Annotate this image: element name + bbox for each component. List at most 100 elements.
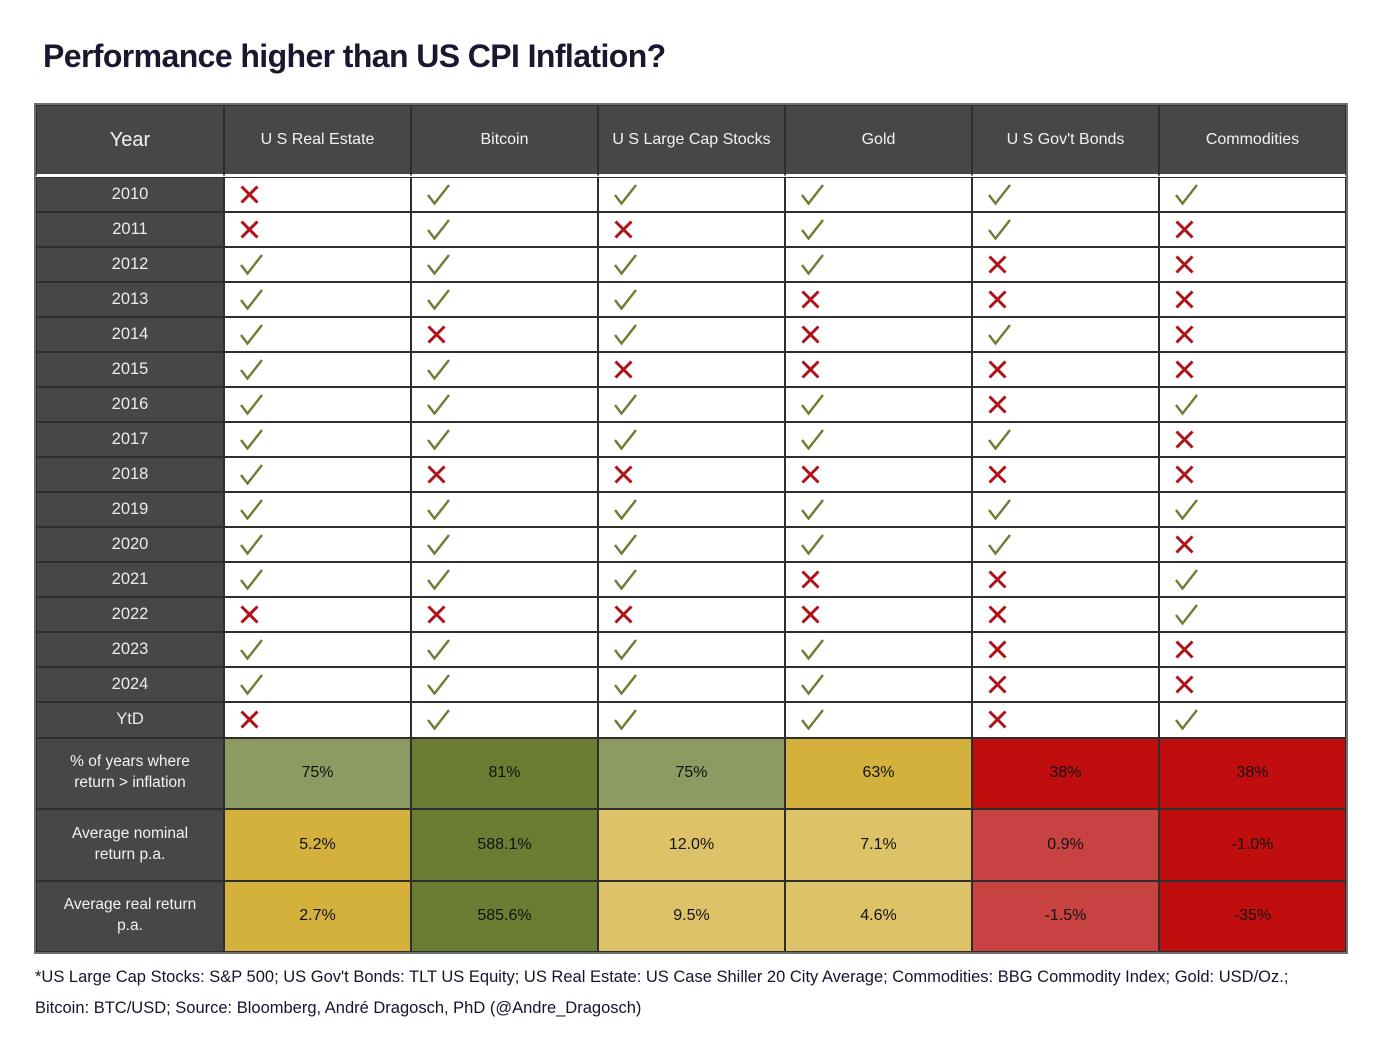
check-icon xyxy=(1175,709,1198,731)
column-header-u-s-large-cap-stocks: U S Large Cap Stocks xyxy=(598,105,785,177)
cell-2021-u-s-real-estate xyxy=(224,562,411,598)
x-icon xyxy=(1175,325,1194,344)
footnote: *US Large Cap Stocks: S&P 500; US Gov't … xyxy=(35,962,1375,1024)
summary-value-u-s-large-cap-stocks: 12.0% xyxy=(598,809,785,881)
cell-2013-u-s-large-cap-stocks xyxy=(598,282,785,318)
check-icon xyxy=(240,674,263,696)
year-label-2022: 2022 xyxy=(36,597,224,633)
cell-2023-u-s-gov-t-bonds xyxy=(972,632,1159,668)
check-icon xyxy=(801,219,824,241)
check-icon xyxy=(988,429,1011,451)
year-label-2010: 2010 xyxy=(36,177,224,213)
cell-2012-u-s-gov-t-bonds xyxy=(972,247,1159,283)
cell-2015-u-s-gov-t-bonds xyxy=(972,352,1159,388)
cell-2011-u-s-real-estate xyxy=(224,212,411,248)
cell-ytd-u-s-large-cap-stocks xyxy=(598,702,785,738)
x-icon xyxy=(988,465,1007,484)
cell-2016-gold xyxy=(785,387,972,423)
x-icon xyxy=(801,325,820,344)
x-icon xyxy=(427,465,446,484)
year-label-2023: 2023 xyxy=(36,632,224,668)
x-icon xyxy=(988,710,1007,730)
check-icon xyxy=(240,429,263,451)
x-icon xyxy=(1175,535,1194,554)
cell-2011-bitcoin xyxy=(411,212,598,248)
check-icon xyxy=(427,394,450,416)
footnote-line-1: *US Large Cap Stocks: S&P 500; US Gov't … xyxy=(35,968,1289,986)
x-icon xyxy=(988,255,1007,274)
check-icon xyxy=(240,569,263,591)
check-icon xyxy=(1175,184,1198,206)
x-icon xyxy=(614,605,633,624)
cell-2017-u-s-real-estate xyxy=(224,422,411,458)
check-icon xyxy=(614,534,637,556)
year-label-2019: 2019 xyxy=(36,492,224,528)
year-label-2024: 2024 xyxy=(36,667,224,703)
cell-2020-commodities xyxy=(1159,527,1346,563)
cell-2020-u-s-real-estate xyxy=(224,527,411,563)
cell-2017-u-s-large-cap-stocks xyxy=(598,422,785,458)
year-label-2012: 2012 xyxy=(36,247,224,283)
check-icon xyxy=(427,184,450,206)
x-icon xyxy=(1175,675,1194,695)
cell-2024-bitcoin xyxy=(411,667,598,703)
check-icon xyxy=(240,324,263,346)
cell-2018-bitcoin xyxy=(411,457,598,493)
x-icon xyxy=(1175,430,1194,449)
cell-2023-gold xyxy=(785,632,972,668)
cell-2018-u-s-real-estate xyxy=(224,457,411,493)
x-icon xyxy=(240,185,259,204)
x-icon xyxy=(801,360,820,379)
cell-2016-u-s-real-estate xyxy=(224,387,411,423)
year-label-2011: 2011 xyxy=(36,212,224,248)
summary-value-commodities: -1.0% xyxy=(1159,809,1346,881)
cell-2021-u-s-gov-t-bonds xyxy=(972,562,1159,598)
check-icon xyxy=(240,534,263,556)
check-icon xyxy=(614,254,637,276)
cell-2013-gold xyxy=(785,282,972,318)
footnote-line-2: Bitcoin: BTC/USD; Source: Bloomberg, And… xyxy=(35,999,642,1017)
cell-2016-u-s-gov-t-bonds xyxy=(972,387,1159,423)
summary-value-u-s-gov-t-bonds: -1.5% xyxy=(972,880,1159,952)
check-icon xyxy=(1175,604,1198,626)
check-icon xyxy=(614,429,637,451)
cell-2022-u-s-gov-t-bonds xyxy=(972,597,1159,633)
check-icon xyxy=(427,569,450,591)
year-label-2014: 2014 xyxy=(36,317,224,353)
cell-2019-gold xyxy=(785,492,972,528)
check-icon xyxy=(427,254,450,276)
check-icon xyxy=(427,639,450,661)
cell-2021-commodities xyxy=(1159,562,1346,598)
check-icon xyxy=(988,324,1011,346)
x-icon xyxy=(1175,255,1194,274)
cell-2016-bitcoin xyxy=(411,387,598,423)
cell-2022-u-s-large-cap-stocks xyxy=(598,597,785,633)
cell-2019-u-s-gov-t-bonds xyxy=(972,492,1159,528)
check-icon xyxy=(801,499,824,521)
cell-ytd-gold xyxy=(785,702,972,738)
check-icon xyxy=(614,674,637,696)
cell-2021-gold xyxy=(785,562,972,598)
cell-2010-commodities xyxy=(1159,177,1346,213)
cell-2022-bitcoin xyxy=(411,597,598,633)
cell-2023-u-s-large-cap-stocks xyxy=(598,632,785,668)
cell-2022-gold xyxy=(785,597,972,633)
check-icon xyxy=(427,359,450,381)
check-icon xyxy=(427,709,450,731)
x-icon xyxy=(427,605,446,624)
summary-value-gold: 63% xyxy=(785,737,972,809)
check-icon xyxy=(427,534,450,556)
summary-value-commodities: 38% xyxy=(1159,737,1346,809)
check-icon xyxy=(988,219,1011,241)
cell-2010-u-s-large-cap-stocks xyxy=(598,177,785,213)
performance-table: Year U S Real Estate Bitcoin U S Large Cap … xyxy=(34,103,1348,954)
cell-2023-bitcoin xyxy=(411,632,598,668)
year-label-2018: 2018 xyxy=(36,457,224,493)
cell-2013-u-s-real-estate xyxy=(224,282,411,318)
cell-2017-gold xyxy=(785,422,972,458)
cell-2014-bitcoin xyxy=(411,317,598,353)
check-icon xyxy=(801,184,824,206)
cell-2022-u-s-real-estate xyxy=(224,597,411,633)
year-label-2013: 2013 xyxy=(36,282,224,318)
cell-2019-u-s-real-estate xyxy=(224,492,411,528)
